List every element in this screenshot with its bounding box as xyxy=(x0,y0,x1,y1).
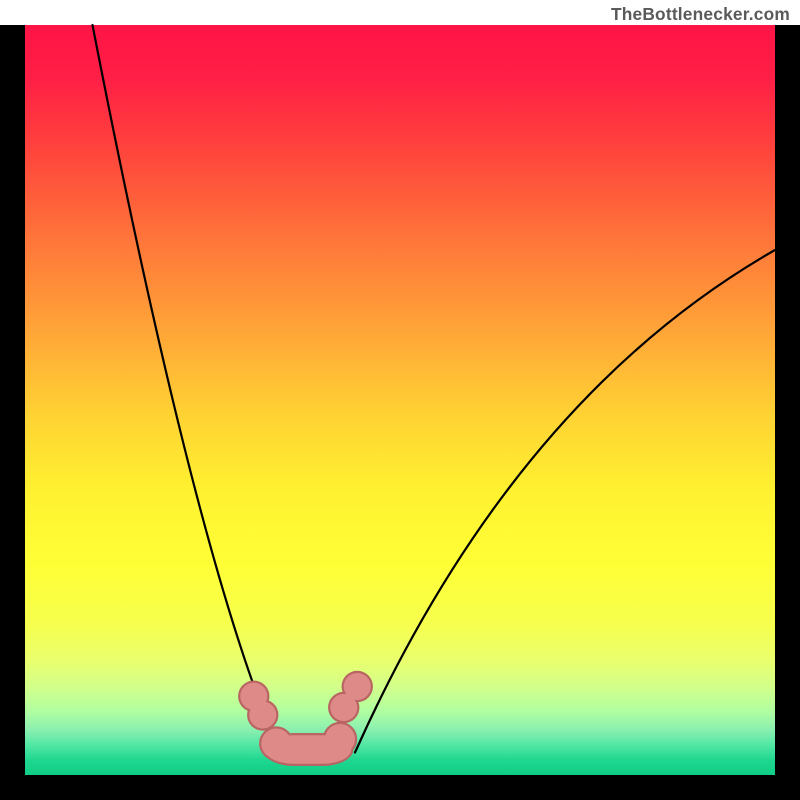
chart-svg xyxy=(0,0,800,800)
watermark-bar xyxy=(0,0,800,25)
chart-stage: TheBottlenecker.com xyxy=(0,0,800,800)
gradient-background xyxy=(25,25,775,775)
